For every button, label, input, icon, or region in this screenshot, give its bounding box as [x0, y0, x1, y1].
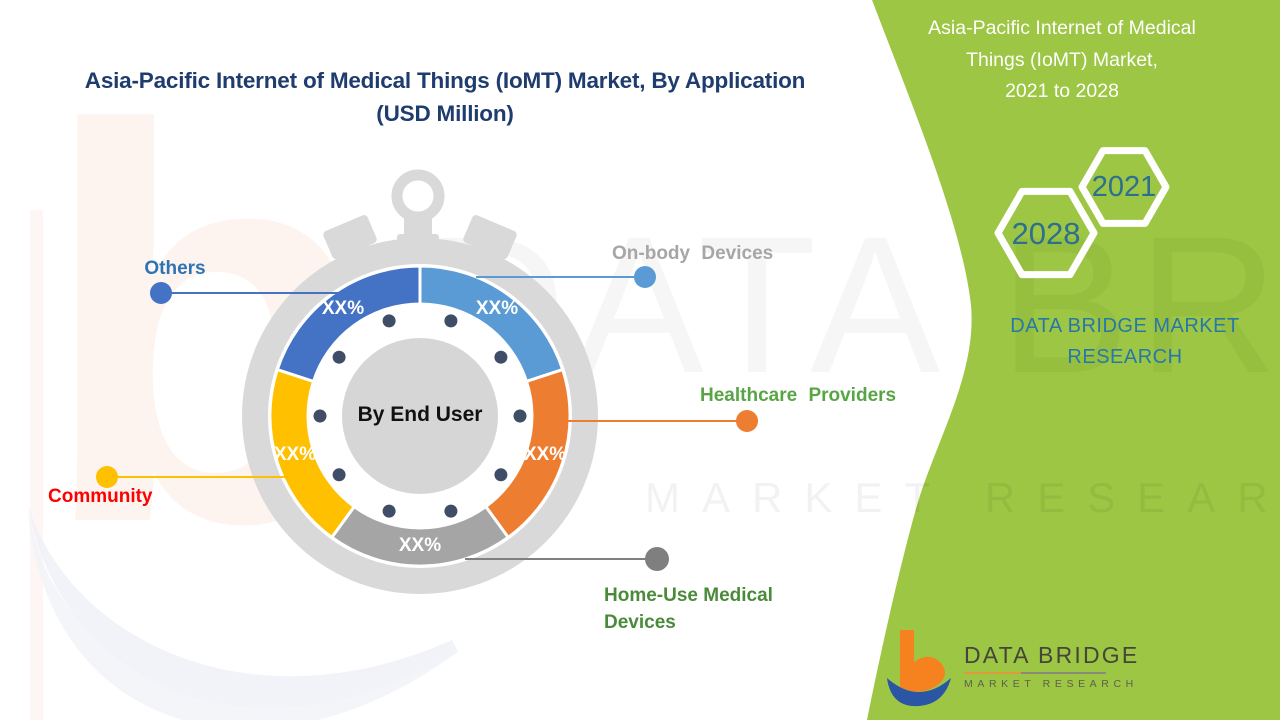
- side-panel-brand-line1: DATA BRIDGE MARKET: [1010, 315, 1240, 337]
- clock-tick-dot: [494, 350, 508, 364]
- watermark-swoosh-edge: [28, 505, 458, 708]
- side-panel-title-line3: 2021 to 2028: [1005, 80, 1119, 102]
- logo-swoosh: [887, 678, 951, 707]
- segment-value-others: XX%: [321, 298, 365, 319]
- callout-label-others: Others: [144, 258, 206, 279]
- side-panel-title-line1: Asia-Pacific Internet of Medical: [928, 17, 1196, 39]
- clock-tick-dot: [382, 504, 396, 518]
- watermark-small-text: MARKET RESEARCH: [645, 474, 1280, 521]
- clock-tick-dot: [313, 409, 327, 423]
- callout-dot-others: [150, 282, 172, 304]
- segment-value-home-use-medical-devices: XX%: [398, 535, 442, 556]
- side-panel-brand-text: DATA BRIDGE MARKET RESEARCH: [1000, 311, 1250, 373]
- stopwatch-left-button: [323, 215, 377, 259]
- clock-tick-dot: [332, 468, 346, 482]
- chart-title: Asia-Pacific Internet of Medical Things …: [50, 64, 840, 130]
- callout-label-on-body-devices: On-body Devices: [612, 243, 774, 264]
- callout-line-community: [117, 476, 290, 478]
- callout-label-home-use-line2: Devices: [604, 612, 676, 633]
- callout-line-healthcare-providers: [567, 420, 737, 422]
- watermark-pink-bar: [30, 210, 43, 720]
- segment-value-on-body-devices: XX%: [475, 298, 519, 319]
- callout-line-others: [170, 292, 350, 294]
- clock-tick-dot: [332, 350, 346, 364]
- callout-label-community: Community: [48, 486, 153, 507]
- hexagon-2028: [994, 187, 1098, 279]
- callout-label-home-use-medical-devices: Home-Use Medical Devices: [604, 582, 773, 636]
- logo-tagline: MARKET RESEARCH: [964, 678, 1138, 690]
- donut-segment-others: [275, 264, 422, 383]
- chart-title-line1: Asia-Pacific Internet of Medical Things …: [84, 68, 806, 93]
- callout-label-healthcare-providers: Healthcare Providers: [700, 385, 897, 406]
- callout-label-home-use-line1: Home-Use Medical: [604, 585, 773, 606]
- callout-dot-home-use-medical-devices: [645, 547, 669, 571]
- data-bridge-logo-icon: [887, 630, 951, 707]
- hexagon-2021: [1078, 147, 1170, 227]
- side-panel-background: [867, 0, 1280, 720]
- donut-chart: [268, 264, 572, 568]
- watermark-swoosh: [28, 510, 458, 720]
- callout-line-on-body-devices: [476, 276, 635, 278]
- logo-name: DATA BRIDGE: [964, 642, 1140, 668]
- logo-b-glyph: [900, 630, 945, 692]
- clock-tick-dot: [494, 468, 508, 482]
- donut-center-disk: [342, 338, 498, 494]
- callout-dot-on-body-devices: [634, 266, 656, 288]
- callout-dot-community: [96, 466, 118, 488]
- logo-underline: [964, 672, 1106, 674]
- hexagon-year-2028: 2028: [1011, 216, 1081, 251]
- side-panel-title: Asia-Pacific Internet of Medical Things …: [912, 13, 1212, 108]
- logo-text: DATA BRIDGE MARKET RESEARCH: [964, 628, 1139, 690]
- segment-value-community: XX%: [273, 444, 317, 465]
- clock-tick-dot: [444, 314, 458, 328]
- callout-line-home-use-medical-devices: [465, 558, 646, 560]
- side-panel-title-line2: Things (IoMT) Market,: [966, 48, 1158, 71]
- timeline-hexagons: [994, 147, 1170, 279]
- clock-tick-dot: [513, 409, 527, 423]
- data-bridge-logo: DATA BRIDGE MARKET RESEARCH: [884, 628, 1139, 708]
- clock-tick-dot: [444, 504, 458, 518]
- chart-title-line2: (USD Million): [376, 101, 514, 126]
- segment-value-healthcare-providers: XX%: [523, 444, 567, 465]
- side-panel-brand-line2: RESEARCH: [1067, 346, 1183, 368]
- stopwatch-right-button: [463, 215, 517, 259]
- callout-dot-healthcare-providers: [736, 410, 758, 432]
- hexagon-year-2021: 2021: [1091, 171, 1157, 203]
- donut-center-label: By End User: [357, 403, 483, 426]
- clock-tick-dot: [382, 314, 396, 328]
